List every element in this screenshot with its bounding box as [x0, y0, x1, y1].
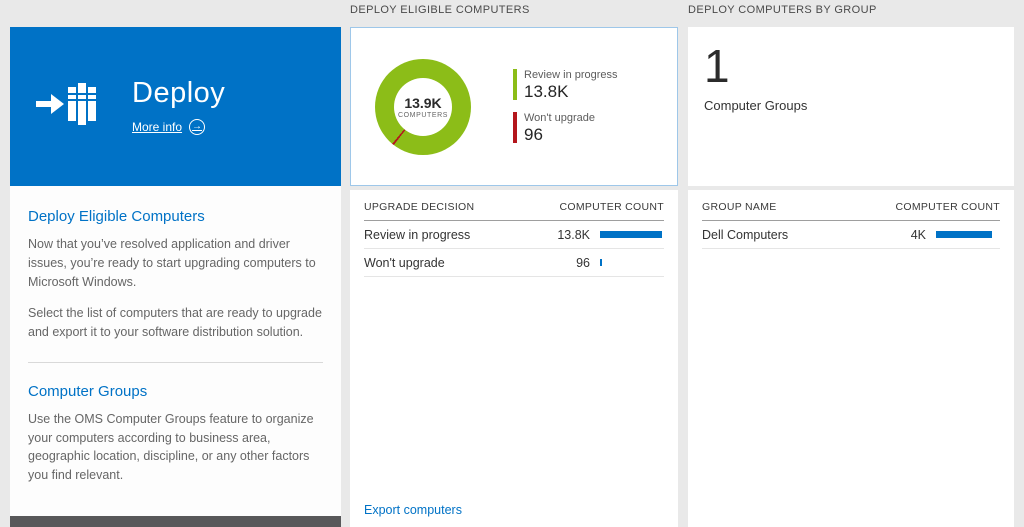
legend-item-review-in-progress: Review in progress 13.8K — [513, 68, 618, 102]
row-value: 13.8K — [557, 227, 590, 242]
row-bar-zone — [936, 231, 1000, 238]
section-deploy-eligible: Deploy Eligible Computers Now that you’v… — [28, 208, 323, 342]
section-heading: Deploy Eligible Computers — [28, 208, 205, 225]
eligible-computers-donut-card[interactable]: 13.9K COMPUTERS Review in progress 13.8K… — [350, 27, 678, 186]
more-info-label: More info — [132, 120, 183, 134]
row-bar — [600, 231, 663, 238]
row-bar-zone — [600, 259, 664, 266]
more-info-link[interactable]: More info → — [132, 119, 206, 135]
row-value: 4K — [910, 227, 926, 242]
donut-center-value: 13.9K — [404, 94, 442, 111]
row-bar-zone — [600, 231, 664, 238]
section-paragraph: Use the OMS Computer Groups feature to o… — [28, 411, 314, 482]
deploy-eligible-computers-header: DEPLOY ELIGIBLE COMPUTERS — [350, 4, 530, 16]
donut-hole: 13.9K COMPUTERS — [394, 77, 452, 136]
deploy-icon — [36, 79, 98, 134]
donut-wrap: 13.9K COMPUTERS — [375, 58, 471, 155]
table-row[interactable]: Dell Computers 4K — [702, 221, 1000, 249]
row-label: Review in progress — [364, 227, 471, 242]
row-bar — [600, 259, 602, 266]
section-heading: Computer Groups — [28, 382, 148, 400]
table-header-computer-count: COMPUTER COUNT — [895, 201, 1000, 213]
export-computers-link[interactable]: Export computers — [364, 503, 462, 517]
row-label: Dell Computers — [702, 227, 789, 242]
group-count-label: Computer Groups — [704, 97, 808, 113]
legend-item-wont-upgrade: Won't upgrade 96 — [513, 111, 618, 145]
table-header-computer-count: COMPUTER COUNT — [559, 201, 664, 213]
table-row[interactable]: Won't upgrade 96 — [364, 249, 664, 277]
legend-label: Won't upgrade — [524, 111, 596, 124]
deploy-solution-tile[interactable]: Deploy More info → — [10, 27, 341, 186]
donut-center-label: COMPUTERS — [397, 111, 449, 119]
description-panel: Deploy Eligible Computers Now that you’v… — [10, 186, 341, 516]
deploy-computers-by-group-header: DEPLOY COMPUTERS BY GROUP — [688, 4, 877, 16]
tile-title: Deploy — [132, 77, 226, 109]
computer-groups-count-card[interactable]: 1 Computer Groups — [688, 27, 1014, 186]
upgrade-decision-table-panel: UPGRADE DECISION COMPUTER COUNT Review i… — [350, 190, 678, 527]
group-count-value: 1 — [704, 40, 730, 92]
table-header-group-name: GROUP NAME — [702, 201, 777, 213]
table-header-row: UPGRADE DECISION COMPUTER COUNT — [364, 190, 664, 221]
arrow-circle-icon: → — [189, 119, 206, 135]
section-paragraph: Now that you’ve resolved application and… — [28, 237, 316, 289]
legend-label: Review in progress — [524, 68, 618, 81]
legend-value: 96 — [524, 124, 543, 144]
section-paragraph: Select the list of computers that are re… — [28, 306, 322, 339]
row-value: 96 — [576, 255, 590, 270]
table-row[interactable]: Review in progress 13.8K — [364, 221, 664, 249]
section-computer-groups: Computer Groups Use the OMS Computer Gro… — [28, 361, 323, 485]
table-header-upgrade-decision: UPGRADE DECISION — [364, 201, 475, 213]
row-bar — [936, 231, 993, 238]
group-table-panel: GROUP NAME COMPUTER COUNT Dell Computers… — [688, 190, 1014, 527]
legend-color-bar — [513, 111, 517, 143]
table-header-row: GROUP NAME COMPUTER COUNT — [702, 190, 1000, 221]
left-panel-footer-bar — [10, 516, 341, 527]
row-label: Won't upgrade — [364, 255, 445, 270]
donut-legend: Review in progress 13.8K Won't upgrade 9… — [513, 68, 618, 145]
legend-value: 13.8K — [524, 81, 569, 101]
legend-color-bar — [513, 68, 517, 100]
